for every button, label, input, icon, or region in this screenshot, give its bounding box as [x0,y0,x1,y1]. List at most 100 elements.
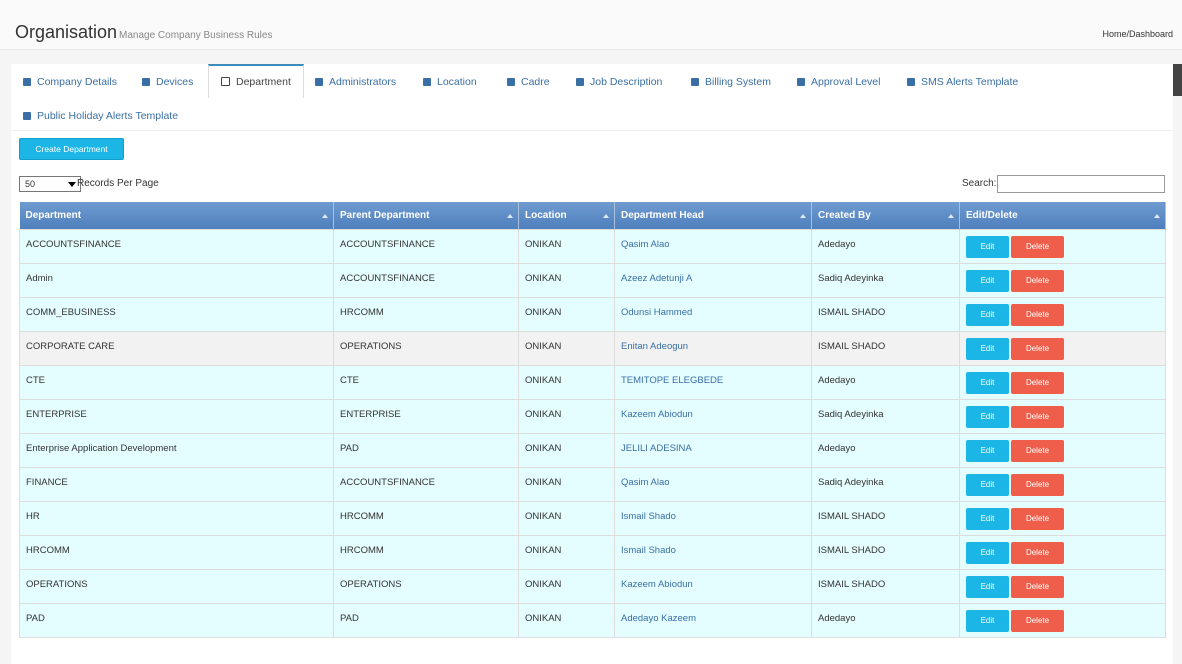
tab[interactable]: Devices [130,64,205,96]
tab-icon [576,78,584,86]
tab[interactable]: Cadre [495,64,562,96]
table-cell[interactable]: JELILI ADESINA [615,434,812,468]
table-cell: CTE [334,366,519,400]
table-cell: PAD [334,434,519,468]
tab-bar: Company Details Devices Department Administ… [11,64,1173,131]
action-cell: EditDelete [960,230,1166,264]
search-label: Search: [962,178,996,189]
table-cell[interactable]: TEMITOPE ELEGBEDE [615,366,812,400]
table-row: FINANCEACCOUNTSFINANCEONIKANQasim AlaoSa… [20,468,1166,502]
table-cell[interactable]: Azeez Adetunji A [615,264,812,298]
table-cell: ISMAIL SHADO [812,570,960,604]
tab[interactable]: SMS Alerts Template [895,64,1030,96]
delete-button[interactable]: Delete [1011,338,1064,360]
table-cell: HR [20,502,334,536]
edit-button[interactable]: Edit [966,576,1009,598]
edit-button[interactable]: Edit [966,236,1009,258]
breadcrumb[interactable]: Home/Dashboard [1102,29,1173,39]
edit-button[interactable]: Edit [966,508,1009,530]
column-header[interactable]: Edit/Delete [960,202,1166,230]
tab-label: Administrators [329,76,396,88]
action-cell: EditDelete [960,264,1166,298]
tab[interactable]: Location [411,64,489,96]
edit-button[interactable]: Edit [966,406,1009,428]
content-panel: Company Details Devices Department Administ… [11,64,1173,664]
create-button[interactable]: Create Department [19,138,124,160]
page-title: Organisation [15,22,117,43]
table-cell[interactable]: Ismail Shado [615,502,812,536]
table-row: ACCOUNTSFINANCEACCOUNTSFINANCEONIKANQasi… [20,230,1166,264]
edit-button[interactable]: Edit [966,440,1009,462]
tab-icon [691,78,699,86]
table-cell: HRCOMM [20,536,334,570]
column-header[interactable]: Location [519,202,615,230]
edit-button[interactable]: Edit [966,304,1009,326]
edit-button[interactable]: Edit [966,474,1009,496]
delete-button[interactable]: Delete [1011,610,1064,632]
tab[interactable]: Billing System [679,64,783,96]
table-cell: CORPORATE CARE [20,332,334,366]
action-cell: EditDelete [960,604,1166,638]
table-cell: Adedayo [812,366,960,400]
edit-button[interactable]: Edit [966,372,1009,394]
column-header[interactable]: Department [20,202,334,230]
edit-button[interactable]: Edit [966,542,1009,564]
table-cell: PAD [334,604,519,638]
table-cell[interactable]: Adedayo Kazeem [615,604,812,638]
table-cell: OPERATIONS [334,570,519,604]
delete-button[interactable]: Delete [1011,236,1064,258]
delete-button[interactable]: Delete [1011,372,1064,394]
table-cell: Sadiq Adeyinka [812,468,960,502]
edit-button[interactable]: Edit [966,338,1009,360]
delete-button[interactable]: Delete [1011,270,1064,292]
delete-button[interactable]: Delete [1011,576,1064,598]
delete-button[interactable]: Delete [1011,304,1064,326]
delete-button[interactable]: Delete [1011,474,1064,496]
action-cell: EditDelete [960,332,1166,366]
table-cell[interactable]: Odunsi Hammed [615,298,812,332]
table-cell: ACCOUNTSFINANCE [20,230,334,264]
delete-button[interactable]: Delete [1011,440,1064,462]
tab-icon [797,78,805,86]
table-cell: ONIKAN [519,536,615,570]
action-cell: EditDelete [960,570,1166,604]
table-cell: HRCOMM [334,502,519,536]
table-cell[interactable]: Ismail Shado [615,536,812,570]
tab[interactable]: Department [208,64,304,98]
table-cell: ONIKAN [519,400,615,434]
table-cell: Adedayo [812,604,960,638]
edit-button[interactable]: Edit [966,270,1009,292]
tab[interactable]: Company Details [11,64,129,96]
action-cell: EditDelete [960,536,1166,570]
delete-button[interactable]: Delete [1011,542,1064,564]
table-cell: ONIKAN [519,332,615,366]
page-size-select[interactable]: 50 [19,176,81,192]
edit-button[interactable]: Edit [966,610,1009,632]
table-cell: ACCOUNTSFINANCE [334,468,519,502]
table-body: ACCOUNTSFINANCEACCOUNTSFINANCEONIKANQasi… [20,230,1166,638]
column-header[interactable]: Parent Department [334,202,519,230]
table-cell[interactable]: Enitan Adeogun [615,332,812,366]
table-cell[interactable]: Qasim Alao [615,230,812,264]
tab-label: Approval Level [811,76,880,88]
column-header[interactable]: Created By [812,202,960,230]
table-cell[interactable]: Qasim Alao [615,468,812,502]
table-cell: ACCOUNTSFINANCE [334,230,519,264]
tab[interactable]: Approval Level [785,64,892,96]
search-input[interactable] [997,175,1165,193]
tab-label: Department [236,76,291,88]
table-row: CORPORATE CAREOPERATIONSONIKANEnitan Ade… [20,332,1166,366]
table-cell[interactable]: Kazeem Abiodun [615,400,812,434]
tab-label: Company Details [37,76,117,88]
tab[interactable]: Job Description [564,64,674,96]
action-cell: EditDelete [960,434,1166,468]
column-header[interactable]: Department Head [615,202,812,230]
tab[interactable]: Administrators [303,64,408,96]
table-cell[interactable]: Kazeem Abiodun [615,570,812,604]
table-cell: HRCOMM [334,536,519,570]
delete-button[interactable]: Delete [1011,508,1064,530]
tab[interactable]: Public Holiday Alerts Template [11,98,190,130]
delete-button[interactable]: Delete [1011,406,1064,428]
tab-label: Devices [156,76,193,88]
table-cell: COMM_EBUSINESS [20,298,334,332]
